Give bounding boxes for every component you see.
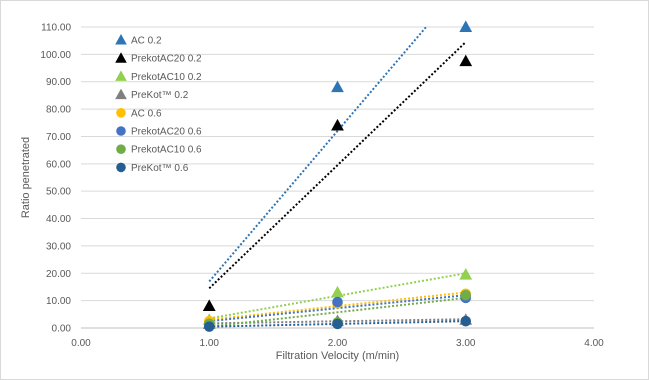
legend-marker <box>115 70 127 81</box>
y-axis-title: Ratio penetrated <box>20 137 32 218</box>
y-tick-label: 70.00 <box>46 132 71 143</box>
legend-label: PrekotAC20 0.2 <box>131 54 202 65</box>
axes: 0.00 10.00 20.00 30.00 40.00 50.00 60.00 70.00 8… <box>40 23 604 350</box>
y-tick-label: 50.00 <box>46 187 71 198</box>
x-tick-label: 3.00 <box>456 338 476 349</box>
y-tick-label: 60.00 <box>46 159 71 170</box>
legend-marker <box>115 52 127 63</box>
y-tick-label: 110.00 <box>41 23 71 34</box>
trendline-2 <box>209 272 466 320</box>
legend-label: PreKot™ 0.6 <box>131 163 189 174</box>
legend-label: PrekotAC20 0.6 <box>131 127 202 138</box>
x-tick-label: 0.00 <box>71 338 91 349</box>
y-tick-label: 0.00 <box>52 324 72 335</box>
x-tick-label: 1.00 <box>200 338 220 349</box>
legend-label: PrekotAC10 0.2 <box>131 72 202 83</box>
legend-marker <box>116 162 126 173</box>
trendline-1 <box>208 41 467 290</box>
y-tick-label: 80.00 <box>46 105 71 116</box>
data-point <box>460 315 472 327</box>
x-tick-label: 2.00 <box>328 338 348 349</box>
legend-label: PrekotAC10 0.6 <box>131 145 202 156</box>
data-point <box>460 289 472 301</box>
trendline-6 <box>209 296 466 328</box>
x-axis-title: Filtration Velocity (m/min) <box>276 350 399 362</box>
legend-marker <box>115 88 127 100</box>
legend-label: PreKot™ 0.2 <box>131 90 189 101</box>
data-point <box>331 118 344 131</box>
legend-marker <box>116 126 126 136</box>
x-tick-label: 4.00 <box>584 338 604 349</box>
data-point <box>459 54 473 67</box>
data-point <box>332 296 343 308</box>
data-point <box>459 20 473 32</box>
y-tick-label: 90.00 <box>46 77 71 88</box>
legend-marker <box>115 34 127 45</box>
data-points <box>202 20 473 332</box>
data-point <box>203 321 215 332</box>
data-point <box>332 318 343 330</box>
trendline-0 <box>208 27 428 283</box>
data-point <box>202 299 216 312</box>
legend-marker <box>116 108 126 118</box>
y-tick-label: 20.00 <box>46 269 71 280</box>
y-tick-label: 40.00 <box>46 214 71 225</box>
legend: AC 0.2 PrekotAC20 0.2 PrekotAC10 0.2 PreKot… <box>115 34 202 174</box>
data-point <box>331 80 344 93</box>
legend-marker <box>116 144 126 154</box>
legend-label: AC 0.2 <box>131 36 162 47</box>
y-tick-label: 100.00 <box>40 50 71 61</box>
data-point <box>331 285 344 298</box>
legend-label: AC 0.6 <box>131 108 162 119</box>
y-tick-label: 30.00 <box>46 241 71 252</box>
y-tick-label: 10.00 <box>46 296 71 307</box>
data-point <box>459 268 473 280</box>
